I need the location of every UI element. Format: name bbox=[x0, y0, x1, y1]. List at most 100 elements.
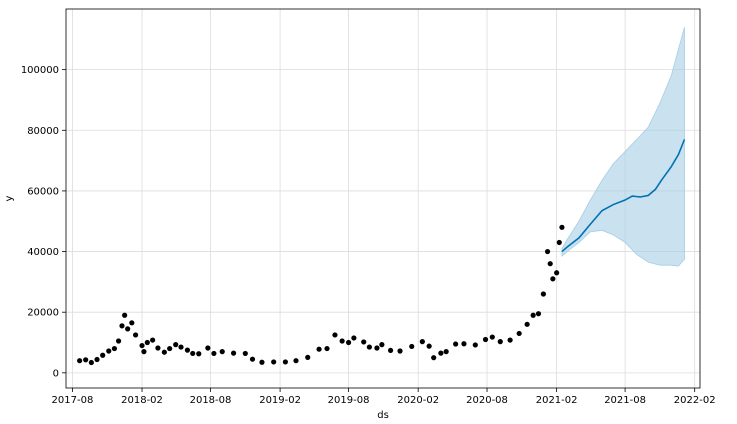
x-tick-label: 2020-08 bbox=[466, 395, 508, 406]
observed-point bbox=[366, 344, 372, 350]
y-axis-ticks: 0 20000 40000 60000 80000 100000 bbox=[21, 65, 66, 379]
observed-point bbox=[332, 332, 338, 338]
observed-point bbox=[438, 350, 444, 356]
observed-point bbox=[556, 239, 562, 246]
x-axis-ticks: 2017-08 2018-02 2018-08 2019-02 2019-08 2020-… bbox=[52, 388, 716, 406]
observed-point bbox=[230, 350, 237, 356]
observed-point bbox=[544, 248, 551, 255]
observed-point bbox=[173, 342, 179, 348]
observed-point bbox=[324, 345, 330, 352]
observed-point bbox=[88, 359, 94, 366]
x-tick-label: 2022-02 bbox=[674, 395, 716, 406]
observed-point bbox=[83, 357, 89, 363]
observed-point bbox=[351, 335, 357, 341]
observed-point bbox=[530, 312, 536, 318]
x-axis-label: ds bbox=[377, 410, 389, 421]
observed-point bbox=[167, 345, 173, 352]
x-tick-label: 2018-02 bbox=[121, 395, 163, 406]
x-tick-label: 2018-08 bbox=[190, 395, 232, 406]
observed-point bbox=[497, 339, 503, 345]
observed-point bbox=[472, 342, 478, 348]
x-tick-label: 2021-08 bbox=[604, 395, 646, 406]
y-tick-label: 20000 bbox=[27, 308, 59, 319]
observed-point bbox=[431, 355, 437, 361]
uncertainty-band bbox=[561, 27, 685, 267]
plot-frame bbox=[65, 8, 701, 389]
observed-point bbox=[242, 350, 248, 357]
observed-points-group bbox=[77, 224, 565, 366]
observed-point bbox=[125, 326, 131, 332]
uncertainty-band-group bbox=[561, 27, 685, 267]
y-tick-label: 0 bbox=[53, 368, 59, 379]
observed-point bbox=[453, 341, 459, 347]
y-tick-label: 100000 bbox=[21, 65, 59, 76]
x-tick-label: 2019-08 bbox=[328, 395, 370, 406]
observed-point bbox=[379, 342, 385, 348]
observed-point bbox=[219, 349, 225, 355]
observed-point bbox=[184, 347, 191, 353]
observed-point bbox=[559, 224, 565, 230]
x-tick-label: 2019-02 bbox=[259, 395, 301, 406]
observed-point bbox=[155, 345, 161, 351]
observed-point bbox=[507, 337, 513, 343]
observed-point bbox=[345, 339, 352, 346]
y-axis-label: y bbox=[4, 195, 15, 201]
observed-point bbox=[119, 323, 125, 329]
observed-point bbox=[409, 343, 415, 350]
grid-lines bbox=[66, 9, 700, 388]
observed-point bbox=[316, 346, 322, 352]
observed-point bbox=[282, 359, 289, 365]
observed-point bbox=[374, 345, 380, 351]
y-tick-label: 60000 bbox=[27, 186, 59, 197]
observed-point bbox=[489, 334, 495, 340]
observed-point bbox=[94, 356, 100, 363]
observed-point bbox=[133, 332, 139, 338]
observed-point bbox=[516, 330, 522, 337]
observed-point bbox=[461, 341, 467, 347]
x-tick-label: 2020-02 bbox=[397, 395, 439, 406]
observed-point bbox=[397, 348, 403, 354]
y-tick-label: 40000 bbox=[27, 247, 59, 258]
forecast-line-group bbox=[561, 139, 686, 253]
forecast-line bbox=[561, 139, 686, 253]
observed-point bbox=[150, 337, 156, 343]
observed-point bbox=[554, 270, 560, 276]
observed-point bbox=[361, 339, 367, 345]
observed-point bbox=[139, 342, 145, 349]
observed-point bbox=[144, 339, 150, 346]
observed-point bbox=[259, 359, 265, 365]
observed-point bbox=[443, 349, 449, 355]
observed-point bbox=[141, 349, 147, 355]
observed-point bbox=[106, 348, 112, 354]
observed-point bbox=[205, 345, 211, 351]
observed-point bbox=[178, 344, 184, 350]
observed-point bbox=[249, 356, 256, 362]
observed-point bbox=[115, 338, 122, 344]
observed-point bbox=[535, 311, 542, 317]
observed-point bbox=[387, 347, 394, 354]
observed-point bbox=[190, 350, 196, 357]
observed-point bbox=[293, 358, 299, 364]
observed-point bbox=[550, 276, 556, 282]
observed-point bbox=[211, 350, 217, 357]
observed-point bbox=[271, 359, 277, 365]
x-tick-label: 2017-08 bbox=[52, 395, 94, 406]
observed-point bbox=[122, 312, 128, 318]
x-tick-label: 2021-02 bbox=[536, 395, 578, 406]
observed-point bbox=[111, 345, 118, 352]
observed-point bbox=[547, 261, 553, 267]
observed-point bbox=[77, 358, 83, 364]
observed-point bbox=[305, 354, 311, 360]
observed-point bbox=[524, 321, 530, 327]
observed-point bbox=[339, 338, 345, 344]
observed-point bbox=[161, 349, 167, 355]
observed-point bbox=[100, 352, 106, 358]
observed-point bbox=[540, 291, 546, 297]
observed-point bbox=[419, 339, 425, 345]
observed-point bbox=[426, 343, 432, 349]
y-tick-label: 80000 bbox=[27, 126, 59, 137]
observed-point bbox=[129, 320, 135, 326]
observed-point bbox=[482, 336, 489, 343]
observed-point bbox=[196, 351, 202, 357]
